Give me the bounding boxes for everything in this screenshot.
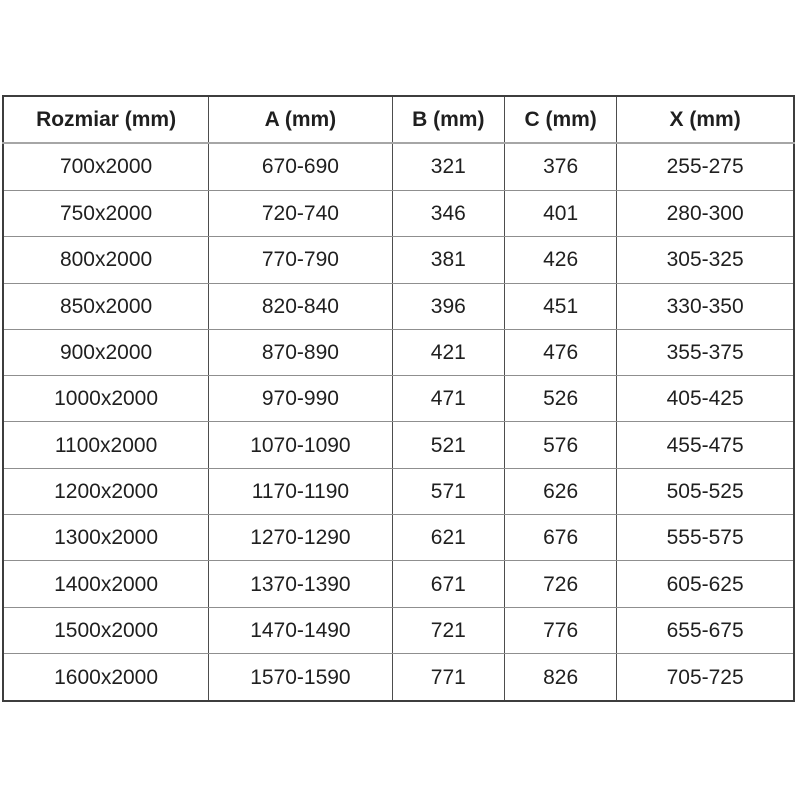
table-cell: 476 <box>503 329 618 377</box>
size-table-container: Rozmiar (mm) A (mm) B (mm) C (mm) X (mm) 700… <box>2 95 795 702</box>
table-row: 700x2000 670-690 321 376 255-275 <box>2 143 795 191</box>
table-cell: 605-625 <box>616 560 795 608</box>
table-cell: 451 <box>503 283 618 330</box>
table-cell: 670-690 <box>208 143 393 191</box>
table-cell: 421 <box>391 329 505 377</box>
table-cell: 455-475 <box>616 421 795 469</box>
table-cell: 1270-1290 <box>208 514 393 562</box>
table-row: 1000x2000 970-990 471 526 405-425 <box>2 375 795 423</box>
table-cell: 305-325 <box>616 236 795 284</box>
table-cell: 1600x2000 <box>2 653 210 702</box>
table-cell: 401 <box>503 190 618 238</box>
table-cell: 471 <box>391 375 505 423</box>
table-cell: 280-300 <box>616 190 795 238</box>
table-cell: 1470-1490 <box>208 607 393 655</box>
table-cell: 381 <box>391 236 505 284</box>
table-cell: 721 <box>391 607 505 655</box>
table-cell: 255-275 <box>616 143 795 191</box>
table-row: 1200x2000 1170-1190 571 626 505-525 <box>2 468 795 516</box>
size-table: Rozmiar (mm) A (mm) B (mm) C (mm) X (mm) 700… <box>2 95 795 702</box>
table-row: 900x2000 870-890 421 476 355-375 <box>2 329 795 377</box>
table-row: 850x2000 820-840 396 451 330-350 <box>2 283 795 330</box>
table-cell: 700x2000 <box>2 143 210 191</box>
table-cell: 1400x2000 <box>2 560 210 608</box>
table-cell: 850x2000 <box>2 283 210 330</box>
table-cell: 526 <box>503 375 618 423</box>
table-cell: 576 <box>503 421 618 469</box>
table-row: 1500x2000 1470-1490 721 776 655-675 <box>2 607 795 655</box>
table-cell: 671 <box>391 560 505 608</box>
table-cell: 426 <box>503 236 618 284</box>
table-cell: 621 <box>391 514 505 562</box>
table-row: 1300x2000 1270-1290 621 676 555-575 <box>2 514 795 562</box>
table-cell: 1000x2000 <box>2 375 210 423</box>
header-cell: C (mm) <box>503 96 618 144</box>
table-cell: 1200x2000 <box>2 468 210 516</box>
table-cell: 1300x2000 <box>2 514 210 562</box>
table-cell: 355-375 <box>616 329 795 377</box>
table-row: 1600x2000 1570-1590 771 826 705-725 <box>2 653 795 702</box>
table-cell: 820-840 <box>208 283 393 330</box>
table-cell: 826 <box>503 653 618 702</box>
table-row: 750x2000 720-740 346 401 280-300 <box>2 190 795 238</box>
table-cell: 800x2000 <box>2 236 210 284</box>
table-cell: 1370-1390 <box>208 560 393 608</box>
table-cell: 555-575 <box>616 514 795 562</box>
table-cell: 1070-1090 <box>208 421 393 469</box>
table-cell: 705-725 <box>616 653 795 702</box>
table-cell: 776 <box>503 607 618 655</box>
table-cell: 321 <box>391 143 505 191</box>
table-cell: 405-425 <box>616 375 795 423</box>
table-cell: 376 <box>503 143 618 191</box>
table-cell: 1500x2000 <box>2 607 210 655</box>
table-cell: 521 <box>391 421 505 469</box>
table-cell: 1100x2000 <box>2 421 210 469</box>
table-cell: 970-990 <box>208 375 393 423</box>
table-row: 1100x2000 1070-1090 521 576 455-475 <box>2 421 795 469</box>
table-cell: 720-740 <box>208 190 393 238</box>
header-cell: A (mm) <box>208 96 393 144</box>
table-cell: 750x2000 <box>2 190 210 238</box>
table-cell: 346 <box>391 190 505 238</box>
table-cell: 505-525 <box>616 468 795 516</box>
table-cell: 726 <box>503 560 618 608</box>
table-cell: 1170-1190 <box>208 468 393 516</box>
table-cell: 655-675 <box>616 607 795 655</box>
table-cell: 771 <box>391 653 505 702</box>
table-cell: 900x2000 <box>2 329 210 377</box>
header-cell: Rozmiar (mm) <box>2 96 210 144</box>
header-row: Rozmiar (mm) A (mm) B (mm) C (mm) X (mm) <box>2 96 795 144</box>
table-cell: 330-350 <box>616 283 795 330</box>
table-row: 1400x2000 1370-1390 671 726 605-625 <box>2 560 795 608</box>
header-cell: X (mm) <box>616 96 795 144</box>
table-row: 800x2000 770-790 381 426 305-325 <box>2 236 795 284</box>
table-cell: 770-790 <box>208 236 393 284</box>
table-cell: 676 <box>503 514 618 562</box>
table-cell: 571 <box>391 468 505 516</box>
table-cell: 870-890 <box>208 329 393 377</box>
table-cell: 1570-1590 <box>208 653 393 702</box>
table-cell: 396 <box>391 283 505 330</box>
size-table-body: 700x2000 670-690 321 376 255-275 750x2000 720-… <box>2 143 795 702</box>
header-cell: B (mm) <box>391 96 505 144</box>
table-cell: 626 <box>503 468 618 516</box>
